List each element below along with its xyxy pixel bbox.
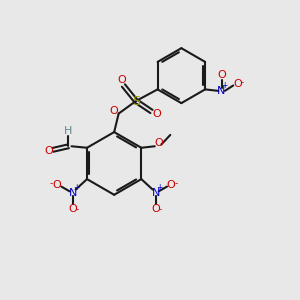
Text: +: +	[221, 81, 227, 90]
Text: N: N	[217, 86, 225, 96]
Text: O: O	[233, 79, 242, 89]
Text: -: -	[174, 179, 178, 188]
Text: -: -	[159, 205, 162, 214]
Text: O: O	[151, 204, 160, 214]
Text: -: -	[241, 78, 244, 87]
Text: O: O	[109, 106, 118, 116]
Text: O: O	[118, 75, 126, 85]
Text: O: O	[44, 146, 53, 156]
Text: S: S	[132, 94, 140, 107]
Text: N: N	[152, 188, 160, 198]
Text: +: +	[156, 183, 162, 192]
Text: O: O	[152, 109, 161, 119]
Text: N: N	[68, 188, 77, 198]
Text: -: -	[76, 205, 79, 214]
Text: O: O	[155, 138, 164, 148]
Text: O: O	[167, 180, 176, 190]
Text: +: +	[73, 183, 80, 192]
Text: O: O	[218, 70, 226, 80]
Text: O: O	[53, 180, 62, 190]
Text: -: -	[50, 179, 53, 188]
Text: O: O	[68, 204, 77, 214]
Text: H: H	[64, 126, 73, 136]
